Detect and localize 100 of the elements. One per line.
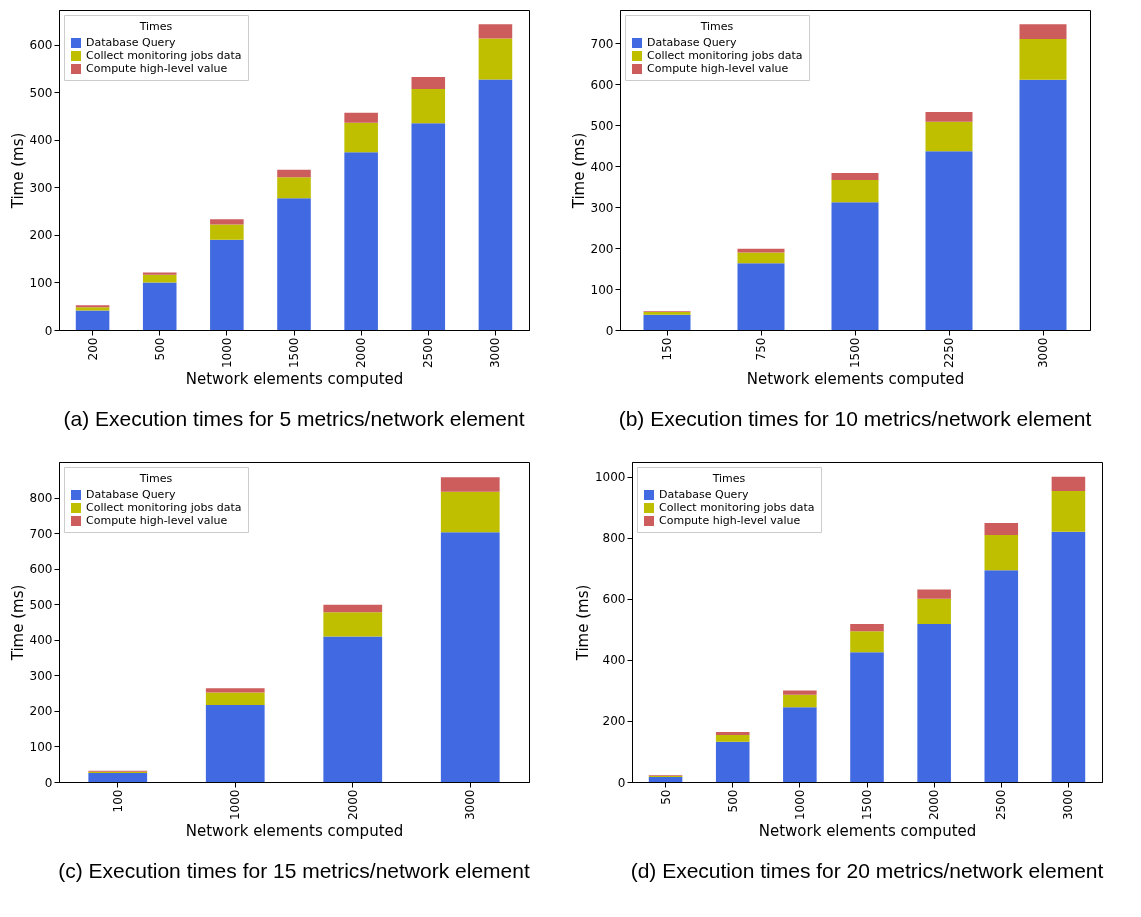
bar	[344, 152, 378, 330]
bar	[205, 704, 265, 782]
y-tick-label: 600	[29, 38, 53, 53]
bar	[783, 694, 817, 708]
legend-label: Compute high-level value	[647, 62, 789, 75]
y-tick-label: 200	[590, 241, 614, 256]
bar	[142, 282, 177, 330]
bar	[925, 112, 973, 122]
x-axis-title: Network elements computed	[746, 370, 965, 389]
text: (c) Execution times for 15 metrics/network element	[58, 858, 530, 882]
bar	[411, 77, 446, 89]
bar	[75, 310, 110, 330]
x-tick-label: 2000	[345, 789, 360, 821]
x-tick-label: 1500	[287, 337, 301, 369]
bar	[440, 491, 500, 533]
y-tick-label: 500	[590, 118, 614, 133]
bar	[142, 272, 177, 275]
x-tick-label: 2500	[421, 337, 436, 369]
bar	[344, 112, 378, 123]
y-tick-label: 100	[29, 739, 53, 754]
x-tick-label: 1000	[219, 337, 234, 369]
bar	[411, 88, 446, 124]
bar	[737, 263, 785, 330]
bar	[205, 692, 265, 705]
legend-label: Database Query	[659, 488, 749, 501]
legend-title: Times	[138, 472, 173, 485]
legend-label: Collect monitoring jobs data	[86, 49, 242, 62]
x-tick-label: 2000	[354, 337, 369, 369]
bar	[1019, 24, 1067, 40]
bar	[850, 631, 884, 653]
y-tick-label: 400	[602, 653, 626, 668]
x-tick-label: 200	[85, 337, 100, 361]
legend-title: Times	[699, 20, 734, 33]
x-tick-label: 150	[660, 337, 674, 361]
y-tick-label: 700	[590, 36, 614, 51]
bar	[1051, 531, 1086, 782]
y-axis-title: Time (ms)	[8, 132, 27, 210]
y-tick-label: 0	[617, 775, 626, 790]
y-axis-title: Time (ms)	[573, 584, 592, 662]
bar	[277, 177, 311, 199]
x-tick-label: 2000	[927, 789, 942, 821]
bar	[925, 121, 973, 152]
x-axis-title: Network elements computed	[185, 822, 404, 841]
legend-label: Compute high-level value	[86, 514, 228, 527]
y-tick-label: 700	[29, 526, 53, 541]
x-tick-label: 750	[754, 337, 768, 361]
bar	[643, 314, 691, 330]
bar	[1051, 476, 1086, 491]
bar	[1019, 79, 1067, 330]
y-tick-label: 400	[29, 133, 53, 148]
legend-label: Collect monitoring jobs data	[86, 501, 242, 514]
text: (a) Execution times for 5 metrics/network element	[63, 406, 525, 430]
y-tick-label: 500	[29, 85, 53, 100]
bar	[831, 202, 879, 330]
x-tick-label: 2500	[994, 789, 1009, 821]
y-tick-label: 500	[29, 597, 53, 612]
bar	[984, 534, 1019, 571]
x-tick-label: 3000	[1061, 789, 1076, 821]
bar	[440, 477, 500, 492]
bar	[142, 274, 177, 283]
x-tick-label: 2250	[942, 337, 956, 369]
bar	[323, 636, 383, 782]
y-tick-label: 0	[44, 323, 53, 338]
bar	[277, 198, 311, 330]
x-tick-label: 50	[658, 789, 673, 805]
y-tick-label: 400	[29, 633, 53, 648]
bar	[478, 24, 513, 39]
bar	[917, 589, 951, 599]
bar	[648, 777, 683, 782]
bar	[344, 122, 378, 153]
legend-label: Database Query	[647, 36, 737, 49]
text: (d) Execution times for 20 metrics/network element	[630, 858, 1104, 882]
y-tick-label: 100	[590, 282, 614, 297]
legend-label: Collect monitoring jobs data	[659, 501, 815, 514]
y-tick-label: 300	[590, 200, 614, 215]
bar	[831, 173, 879, 181]
y-tick-label: 0	[44, 775, 53, 790]
bar	[411, 123, 446, 330]
legend-title: Times	[711, 472, 746, 485]
y-tick-label: 600	[590, 77, 614, 92]
bar	[715, 735, 750, 742]
bar	[1051, 490, 1086, 532]
y-tick-label: 600	[602, 592, 626, 607]
x-tick-label: 500	[725, 789, 740, 813]
bar	[715, 741, 750, 782]
bar	[210, 224, 244, 240]
bar	[783, 707, 817, 782]
bar	[984, 570, 1019, 782]
x-tick-label: 500	[152, 337, 167, 361]
bar	[925, 151, 973, 330]
bar	[831, 180, 879, 203]
bar	[737, 252, 785, 264]
bar	[277, 169, 311, 178]
legend-title: Times	[138, 20, 173, 33]
x-axis-title: Network elements computed	[185, 370, 404, 389]
legend-label: Compute high-level value	[86, 62, 228, 75]
legend-label: Collect monitoring jobs data	[647, 49, 803, 62]
bar	[737, 248, 785, 253]
y-tick-label: 200	[602, 714, 626, 729]
bar	[917, 598, 951, 624]
